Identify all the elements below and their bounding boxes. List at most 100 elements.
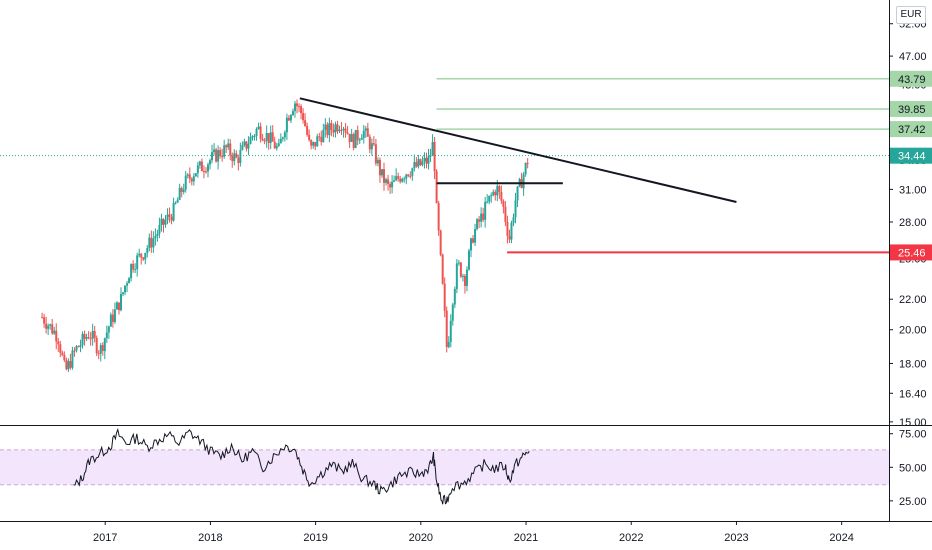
candle	[245, 141, 248, 152]
candle-body	[296, 103, 299, 107]
candle	[198, 160, 201, 169]
candle-body	[484, 201, 487, 220]
rsi-line	[73, 427, 530, 505]
candle-body	[389, 183, 392, 188]
candle	[61, 350, 64, 357]
candle-body	[128, 278, 131, 284]
candle-body	[526, 163, 529, 165]
candle-body	[425, 157, 428, 164]
candle	[188, 167, 191, 184]
candle	[326, 122, 329, 139]
candle	[156, 229, 159, 242]
candle	[168, 207, 171, 223]
price-tick-label: 16.40	[899, 388, 927, 400]
candle	[512, 213, 515, 227]
candle-body	[261, 138, 264, 141]
candle	[158, 217, 161, 239]
candle	[421, 156, 424, 167]
candle	[482, 207, 485, 223]
candle	[350, 128, 353, 143]
candle	[213, 143, 216, 156]
candle-body	[476, 219, 479, 229]
candle-body	[213, 149, 216, 153]
candle	[443, 277, 446, 318]
candle	[289, 113, 292, 124]
candle-body	[271, 132, 274, 142]
candle	[498, 184, 501, 199]
time-tick-label: 2021	[514, 532, 538, 544]
candle-body	[449, 320, 452, 342]
candle-body	[439, 230, 442, 255]
candle	[237, 154, 240, 171]
candle	[257, 122, 260, 130]
candle	[99, 342, 102, 362]
candle-body	[279, 138, 282, 144]
candle	[204, 167, 207, 174]
candle	[417, 154, 420, 169]
candle	[419, 158, 422, 167]
candle	[324, 118, 327, 138]
candle	[336, 120, 339, 135]
candle	[316, 133, 319, 147]
candle	[397, 172, 400, 182]
candle-body	[142, 257, 145, 260]
candle-body	[194, 173, 197, 177]
candle-body	[393, 180, 396, 182]
price-tick-label: 20.00	[899, 325, 927, 337]
candle	[516, 186, 519, 208]
candle	[172, 197, 175, 222]
candle-body	[105, 332, 108, 339]
candle	[457, 259, 460, 266]
candle-body	[168, 214, 171, 217]
candle	[486, 194, 489, 204]
candle	[401, 177, 404, 183]
candle	[261, 133, 264, 142]
candle	[451, 302, 454, 326]
candle	[45, 316, 48, 334]
candle	[154, 228, 157, 246]
candle	[459, 261, 462, 279]
candle-body	[457, 262, 460, 264]
candle-body	[202, 171, 205, 173]
candle	[152, 231, 155, 253]
candle	[150, 230, 153, 253]
candle-body	[235, 153, 238, 158]
candle-body	[383, 169, 386, 183]
candle-body	[407, 174, 410, 176]
candle-body	[346, 132, 349, 134]
candle	[338, 125, 341, 134]
candle-body	[478, 219, 481, 222]
candle	[211, 144, 214, 164]
time-axis: 2017 2018 2019 2020 2021 2022 2023 2024	[0, 521, 932, 544]
candle-body	[524, 163, 527, 175]
candle-body	[249, 136, 252, 144]
candle	[304, 113, 307, 127]
candle-body	[154, 236, 157, 239]
candle	[217, 145, 220, 170]
candle	[461, 273, 464, 282]
candle	[502, 199, 505, 214]
candle-body	[140, 253, 143, 258]
candle	[348, 133, 351, 148]
candle-body	[354, 130, 357, 148]
candle	[235, 150, 238, 159]
candle	[310, 139, 313, 150]
candle-body	[65, 360, 68, 370]
candle	[330, 120, 333, 137]
candle	[526, 158, 529, 169]
candle	[342, 126, 345, 138]
candle-body	[480, 213, 483, 222]
candle-body	[431, 142, 434, 156]
candle-body	[57, 341, 60, 345]
candle-body	[411, 168, 414, 176]
candle-body	[126, 283, 129, 286]
candle	[138, 248, 141, 258]
candle-body	[113, 309, 116, 323]
currency-label[interactable]: EUR	[896, 6, 926, 24]
candle-body	[158, 224, 161, 234]
candle-body	[289, 115, 292, 121]
candle-body	[474, 228, 477, 243]
candle-body	[380, 169, 383, 176]
candle-body	[227, 143, 230, 148]
